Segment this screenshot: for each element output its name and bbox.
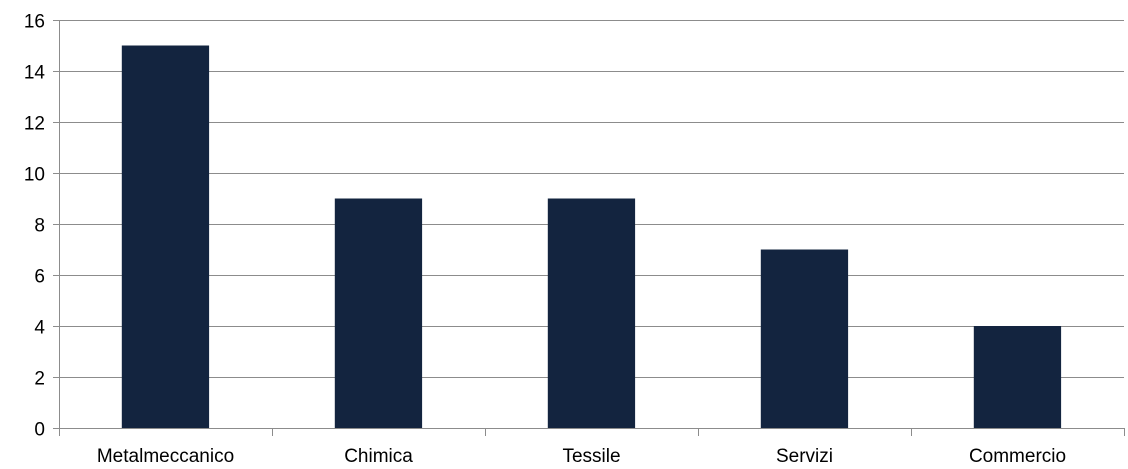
axes [53, 20, 1125, 436]
bars [121, 45, 1062, 428]
y-tick-label: 16 [24, 12, 45, 33]
y-tick-label: 2 [34, 369, 45, 390]
x-tick-label: Tessile [562, 446, 620, 467]
y-tick-label: 0 [34, 420, 45, 441]
y-tick-label: 4 [34, 318, 45, 339]
x-tick-labels: Metalmeccanico Chimica Tessile Servizi Comme… [97, 446, 1066, 467]
x-tick-label: Servizi [776, 446, 833, 467]
y-tick-label: 10 [24, 165, 45, 186]
y-tick-label: 8 [34, 216, 45, 237]
y-tick-label: 12 [24, 114, 45, 135]
x-tick-label: Commercio [969, 446, 1066, 467]
y-tick-label: 14 [24, 63, 46, 84]
bar-servizi [760, 249, 849, 428]
y-tick-labels: 0 2 4 6 8 10 12 14 16 [24, 12, 46, 441]
y-tick-label: 6 [34, 267, 45, 288]
x-tick-label: Chimica [344, 446, 413, 467]
x-tick-label: Metalmeccanico [97, 446, 234, 467]
bar-commercio [973, 326, 1062, 428]
bar-metalmeccanico [121, 45, 210, 428]
bar-tessile [547, 198, 636, 428]
bar-chimica [334, 198, 423, 428]
